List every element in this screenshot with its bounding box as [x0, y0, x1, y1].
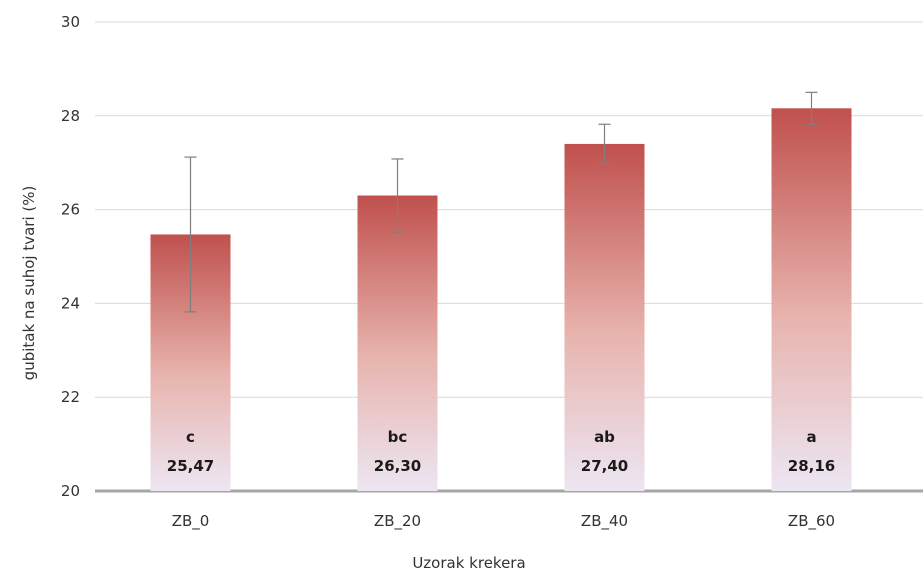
bar — [564, 143, 645, 491]
y-tick-label: 24 — [61, 294, 80, 312]
data-label: 27,40 — [581, 457, 628, 475]
y-tick-label: 20 — [61, 482, 80, 500]
bars — [150, 108, 852, 492]
x-tick-label: ZB_0 — [172, 512, 210, 531]
y-tick-label: 30 — [61, 13, 80, 31]
data-label: 28,16 — [788, 457, 835, 475]
x-axis-title: Uzorak krekera — [412, 554, 525, 572]
y-axis-title: gubitak na suhoj tvari (%) — [20, 186, 38, 381]
bar-annotations: c 25,47 bc 26,30 ab 27,40 a 28,16 — [167, 428, 835, 475]
data-label: 25,47 — [167, 457, 214, 475]
y-tick-label: 22 — [61, 388, 80, 406]
x-tick-label: ZB_20 — [374, 512, 421, 531]
y-tick-label: 28 — [61, 107, 80, 125]
significance-letter: bc — [388, 428, 408, 446]
significance-letter: ab — [594, 428, 615, 446]
x-tick-label: ZB_60 — [788, 512, 835, 531]
y-tick-label: 26 — [61, 201, 80, 219]
significance-letter: a — [806, 428, 816, 446]
x-axis-categories: ZB_0 ZB_20 ZB_40 ZB_60 — [172, 512, 835, 531]
x-tick-label: ZB_40 — [581, 512, 628, 531]
data-label: 26,30 — [374, 457, 421, 475]
significance-letter: c — [186, 428, 195, 446]
y-axis-ticks: 20 22 24 26 28 30 — [61, 13, 80, 500]
bar — [357, 195, 438, 491]
error-bars — [184, 91, 818, 313]
bar — [771, 108, 852, 492]
